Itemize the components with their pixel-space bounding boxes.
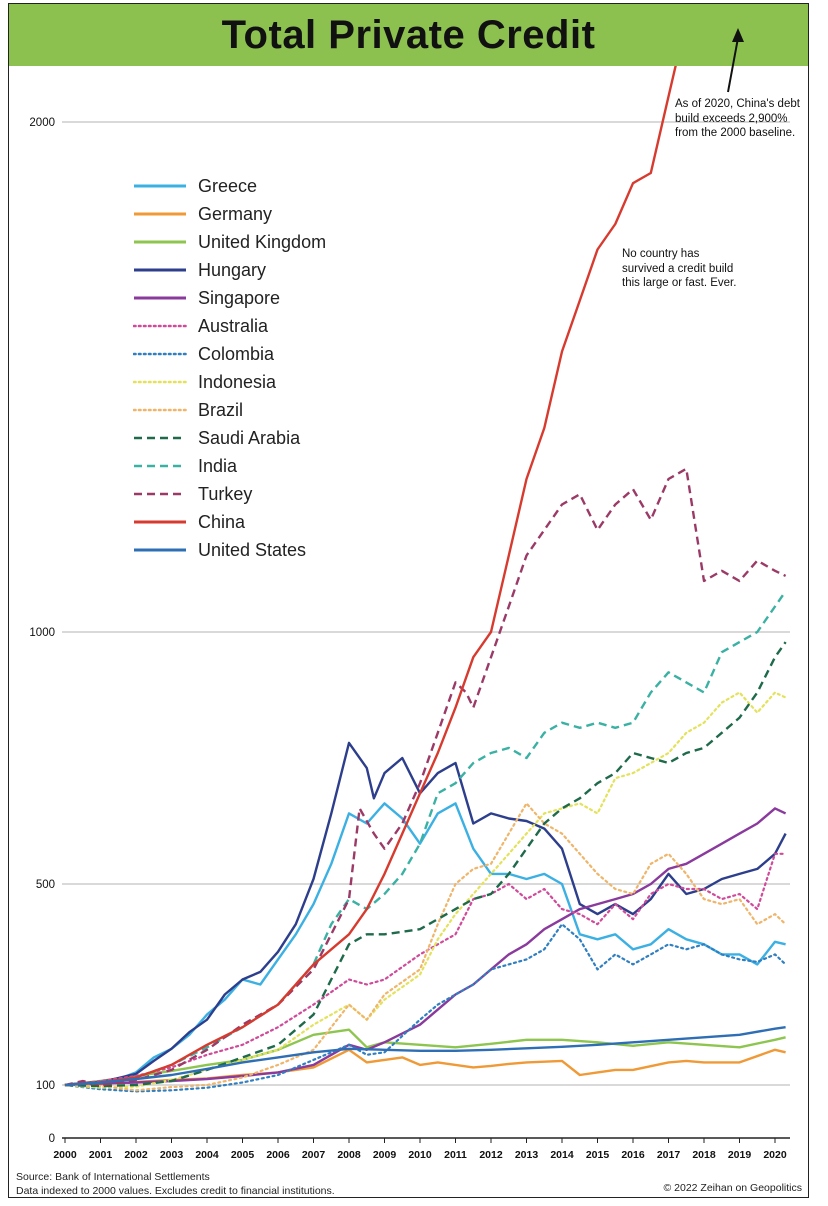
legend-item: Turkey <box>133 480 326 508</box>
legend-swatch <box>134 492 186 496</box>
legend-item: India <box>133 452 326 480</box>
legend-swatch <box>133 380 187 384</box>
legend-item: Saudi Arabia <box>133 424 326 452</box>
legend-item: Indonesia <box>133 368 326 396</box>
legend-label: Saudi Arabia <box>198 427 301 448</box>
series-line-turkey <box>64 467 787 1087</box>
china-annotation: As of 2020, China's debt build exceeds 2… <box>675 98 800 139</box>
legend-item: United Kingdom <box>133 228 326 256</box>
legend-swatch <box>134 268 186 272</box>
x-tick-label: 2002 <box>124 1149 148 1161</box>
legend-item: Hungary <box>133 256 326 284</box>
x-tick-label: 2005 <box>231 1149 255 1161</box>
legend-label: United Kingdom <box>198 231 327 252</box>
legend-label: Hungary <box>198 259 267 280</box>
legend: Greece Germany United Kingdom Hungary Singap… <box>133 172 326 564</box>
legend-swatch <box>134 464 186 468</box>
x-tick-label: 2018 <box>692 1149 716 1161</box>
annotation-arrow <box>727 37 739 93</box>
x-tick-label: 2013 <box>515 1149 539 1161</box>
y-tick-label: 2000 <box>29 117 55 129</box>
legend-label: Indonesia <box>198 371 277 392</box>
legend-swatch <box>134 184 186 188</box>
legend-swatch <box>134 548 186 552</box>
copyright: © 2022 Zeihan on Geopolitics <box>663 1182 803 1194</box>
x-tick-label: 2014 <box>550 1149 574 1161</box>
legend-label: United States <box>198 539 307 560</box>
legend-swatch <box>133 352 187 356</box>
legend-item: Singapore <box>133 284 326 312</box>
x-tick-label: 2001 <box>89 1149 113 1161</box>
chart-frame <box>8 3 809 1198</box>
x-tick-label: 2004 <box>195 1149 219 1161</box>
x-tick-label: 2007 <box>302 1149 326 1161</box>
legend-label: Germany <box>198 203 273 224</box>
legend-item: Greece <box>133 172 326 200</box>
series-line-hungary <box>64 741 787 1087</box>
source-text: Source: Bank of International Settlement… <box>16 1171 210 1183</box>
legend-swatch <box>134 520 186 524</box>
x-tick-label: 2012 <box>479 1149 503 1161</box>
legend-label: Colombia <box>198 343 275 364</box>
series-lines <box>63 66 787 1093</box>
annotation-arrowhead <box>732 28 744 42</box>
legend-item: Germany <box>133 200 326 228</box>
chart-title: Total Private Credit <box>221 12 596 57</box>
series-line-singapore <box>64 807 787 1087</box>
series-line-saudi-arabia <box>64 641 787 1088</box>
series-line-united-kingdom <box>64 1028 786 1087</box>
legend-item: China <box>133 508 326 536</box>
legend-item: Colombia <box>133 340 326 368</box>
x-tick-label: 2003 <box>160 1149 184 1161</box>
legend-swatch <box>134 240 186 244</box>
y-tick-label: 1000 <box>29 627 55 639</box>
legend-label: Turkey <box>198 483 253 504</box>
x-tick-label: 2020 <box>763 1149 787 1161</box>
legend-item: United States <box>133 536 326 564</box>
x-tick-label: 2000 <box>53 1149 77 1161</box>
legend-label: India <box>198 455 238 476</box>
series-line-india <box>64 590 787 1087</box>
legend-label: Australia <box>198 315 269 336</box>
x-tick-label: 2016 <box>621 1149 645 1161</box>
legend-swatch <box>134 436 186 440</box>
legend-item: Brazil <box>133 396 326 424</box>
x-tick-label: 2017 <box>657 1149 681 1161</box>
x-tick-label: 2006 <box>266 1149 290 1161</box>
title-banner <box>9 4 808 66</box>
x-tick-label: 2011 <box>444 1149 467 1161</box>
y-tick-label: 0 <box>49 1133 55 1145</box>
legend-label: China <box>198 511 246 532</box>
series-line-brazil <box>63 802 787 1092</box>
x-tick-label: 2015 <box>586 1149 610 1161</box>
legend-swatch <box>134 212 186 216</box>
footnote-text: Data indexed to 2000 values. Excludes cr… <box>16 1185 335 1197</box>
legend-swatch <box>133 408 187 412</box>
series-line-united-states <box>64 1026 786 1087</box>
legend-item: Australia <box>133 312 326 340</box>
x-tick-label: 2010 <box>408 1149 432 1161</box>
series-line-china <box>64 66 677 1087</box>
series-line-indonesia <box>63 691 787 1089</box>
legend-label: Brazil <box>198 399 244 420</box>
legend-swatch <box>133 324 187 328</box>
legend-swatch <box>134 296 186 300</box>
y-tick-label: 100 <box>36 1080 55 1092</box>
y-tick-label: 500 <box>36 879 55 891</box>
axes: 0 100 500 1000 2000 2000 2001 2002 2003 2004 2005 2… <box>29 28 790 1161</box>
legend-label: Greece <box>198 175 258 196</box>
series-line-greece <box>64 802 786 1087</box>
series-line-colombia <box>63 923 787 1093</box>
x-tick-label: 2019 <box>728 1149 752 1161</box>
credit-annotation: No country has survived a credit build t… <box>622 248 737 289</box>
legend-label: Singapore <box>198 287 281 308</box>
x-tick-label: 2008 <box>337 1149 361 1161</box>
footer-source: Source: Bank of International Settlement… <box>16 1170 335 1198</box>
x-tick-label: 2009 <box>373 1149 397 1161</box>
series-line-australia <box>63 852 787 1087</box>
